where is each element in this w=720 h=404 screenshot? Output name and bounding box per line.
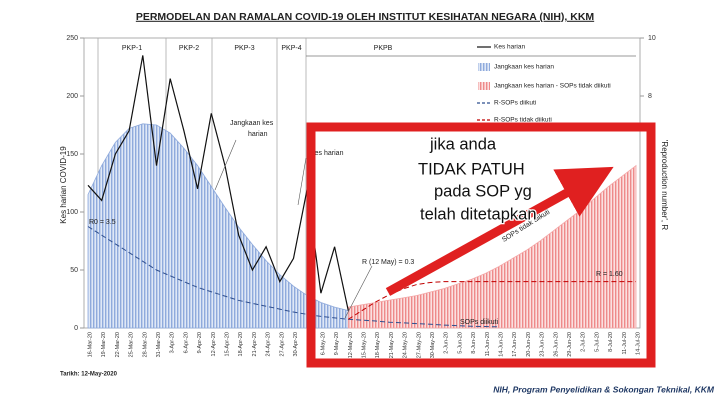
overlay-text: pada SOP yg	[434, 182, 532, 200]
legend-label: Jangkaan kes harian - SOPs tidak diikuti	[494, 83, 611, 90]
r-line	[348, 281, 636, 320]
phase-label: PKPB	[374, 45, 393, 52]
x-tick-label: 12-May-20	[348, 332, 354, 358]
x-tick-label: 26-Jun-20	[553, 332, 559, 357]
x-tick-label: 9-Apr-20	[197, 332, 203, 353]
x-tick-label: 21-Apr-20	[252, 332, 258, 356]
legend-swatch	[478, 63, 490, 71]
y2-tick-label: 10	[648, 35, 656, 42]
x-tick-label: 8-Jun-20	[471, 332, 477, 354]
x-tick-label: 27-Apr-20	[279, 332, 285, 356]
annotation-pointer	[214, 139, 237, 191]
x-tick-label: 15-Apr-20	[224, 332, 230, 356]
annotation: Kes harian	[310, 150, 344, 157]
chart-title: PERMODELAN DAN RAMALAN COVID-19 OLEH INS…	[136, 11, 595, 23]
x-tick-label: 11-Jun-20	[485, 332, 491, 356]
legend-label: R-SOPs tidak diikuti	[494, 117, 552, 124]
x-tick-label: 23-Jun-20	[540, 332, 546, 357]
x-tick-label: 6-May-20	[320, 332, 326, 355]
annotation: SOPs diikuti	[460, 319, 499, 326]
x-tick-label: 27-May-20	[416, 332, 422, 358]
y-tick-label: 50	[70, 267, 78, 274]
y-axis-label: Kes harian COVID-19	[59, 146, 68, 224]
x-tick-label: 14-Jul-20	[635, 332, 641, 355]
annotation: harian	[248, 131, 268, 138]
x-tick-label: 29-Jun-20	[567, 332, 573, 357]
phase-label: PKP-3	[234, 45, 254, 52]
x-tick-label: 25-Mar-20	[129, 332, 135, 357]
r-line	[87, 226, 500, 328]
annotation-pointer	[344, 265, 373, 319]
line	[87, 55, 349, 311]
x-tick-label: 22-Mar-20	[115, 332, 121, 357]
date-note: Tarikh: 12-May-2020	[60, 372, 118, 378]
x-tick-label: 18-Apr-20	[238, 332, 244, 356]
y-tick-label: 200	[66, 93, 78, 100]
legend-label: Kes harian	[494, 44, 525, 51]
x-tick-label: 3-Apr-20	[170, 332, 176, 353]
annotation: R = 1.60	[596, 271, 623, 278]
x-tick-label: 31-Mar-20	[156, 332, 162, 357]
x-tick-label: 28-Mar-20	[142, 332, 148, 357]
overlay-text: jika anda	[429, 135, 497, 153]
highlight-box	[306, 122, 656, 368]
x-tick-label: 11-Jul-20	[622, 332, 628, 355]
source-note: NIH, Program Penyelidikan & Sokongan Tek…	[493, 384, 715, 394]
x-tick-label: 8-Jul-20	[608, 332, 614, 352]
area	[87, 123, 349, 329]
x-tick-label: 18-May-20	[375, 332, 381, 358]
x-tick-label: 30-Apr-20	[293, 332, 299, 356]
overlay: jika anda TIDAK PATUH pada SOP yg telah dit…	[306, 122, 656, 368]
x-tick-label: 15-May-20	[361, 332, 367, 358]
x-tick-label: 24-Apr-20	[266, 332, 272, 356]
x-tick-label: 12-Apr-20	[211, 332, 217, 356]
x-tick-label: 5-Jun-20	[457, 332, 463, 354]
x-tick-label: 17-Jun-20	[512, 332, 518, 357]
annotation-pointer	[297, 157, 307, 206]
x-tick-label: 19-Mar-20	[101, 332, 107, 357]
x-tick-label: 30-May-20	[430, 332, 436, 358]
y-tick-label: 100	[66, 209, 78, 216]
y2-tick-label: 8	[648, 93, 652, 100]
x-tick-label: 21-May-20	[389, 332, 395, 358]
x-tick-label: 2-Jul-20	[581, 332, 587, 352]
x-tick-label: 5-Jul-20	[594, 332, 600, 352]
annotation: R0 = 3.5	[89, 219, 116, 226]
annotation: Jangkaan kes	[230, 120, 274, 127]
overlay-text: TIDAK PATUH	[418, 160, 525, 178]
x-tick-label: 20-Jun-20	[526, 332, 532, 357]
x-tick-label: 9-May-20	[334, 332, 340, 355]
y2-axis-label: 'Reproduction number', R	[660, 140, 669, 230]
x-tick-label: 14-Jun-20	[498, 332, 504, 357]
phase-label: PKP-1	[122, 45, 142, 52]
y-tick-label: 250	[66, 35, 78, 42]
x-tick-label: 24-May-20	[403, 332, 409, 358]
overlay-text: telah ditetapkan	[420, 205, 537, 223]
x-tick-label: 6-Apr-20	[183, 332, 189, 353]
x-tick-label: 16-Mar-20	[87, 332, 93, 357]
legend-swatch	[478, 82, 490, 90]
y-tick-label: 0	[74, 325, 78, 332]
y-tick-label: 150	[66, 151, 78, 158]
legend-label: Jangkaan kes harian	[494, 64, 554, 71]
annotation: R (12 May) = 0.3	[362, 259, 414, 266]
x-tick-label: 2-Jun-20	[444, 332, 450, 354]
trend-arrow	[385, 166, 614, 296]
legend-label: R-SOPs diikuti	[494, 100, 536, 107]
phase-label: PKP-4	[281, 45, 301, 52]
phase-label: PKP-2	[179, 45, 199, 52]
